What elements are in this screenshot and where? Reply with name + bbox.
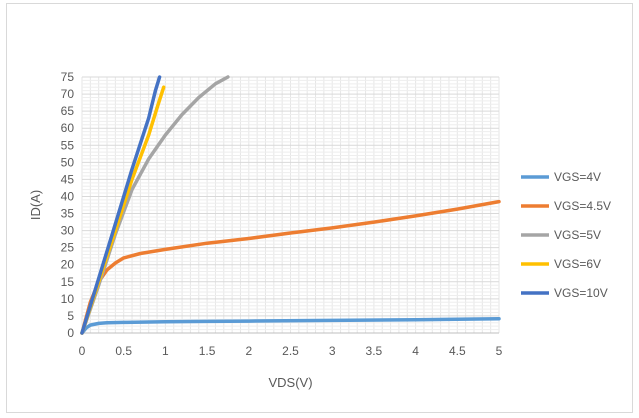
- y-tick-label: 15: [61, 275, 75, 289]
- y-tick-label: 65: [61, 104, 75, 118]
- x-tick-label: 1.5: [199, 344, 216, 358]
- x-tick-label: 2: [245, 344, 252, 358]
- y-tick-label: 35: [61, 207, 75, 221]
- chart-frame: [6, 3, 633, 413]
- legend-label: VGS=10V: [554, 286, 608, 300]
- x-tick-label: 4.5: [449, 344, 466, 358]
- legend-label: VGS=6V: [554, 257, 601, 271]
- y-tick-label: 20: [61, 258, 75, 272]
- y-tick-label: 50: [61, 155, 75, 169]
- x-tick-label: 4: [412, 344, 419, 358]
- plot-series: [80, 75, 501, 335]
- x-tick-label: 3: [329, 344, 336, 358]
- y-tick-label: 10: [61, 292, 75, 306]
- x-tick-label: 2.5: [282, 344, 299, 358]
- series-line-1: [80, 316, 501, 335]
- tick-labels: 0 0.5 1 1.5 2 2.5 3 3.5 4 4.5 50510152025303540455…: [61, 70, 503, 358]
- x-tick-label: 3.5: [366, 344, 383, 358]
- y-tick-label: 5: [67, 309, 74, 323]
- x-axis-title: VDS(V): [268, 375, 312, 390]
- y-tick-label: 55: [61, 138, 75, 152]
- x-tick-label: 1: [162, 344, 169, 358]
- y-tick-label: 75: [61, 70, 75, 84]
- y-tick-label: 30: [61, 224, 75, 238]
- x-tick-label: 0: [79, 344, 86, 358]
- y-axis-title: ID(A): [28, 190, 43, 220]
- legend: VGS=4V VGS=4.5V VGS=5V VGS=6V VGS=10V: [521, 170, 611, 300]
- y-tick-label: 25: [61, 241, 75, 255]
- legend-label: VGS=5V: [554, 228, 601, 242]
- y-tick-label: 60: [61, 121, 75, 135]
- y-tick-label: 0: [67, 326, 74, 340]
- x-tick-label: 5: [496, 344, 503, 358]
- y-tick-label: 70: [61, 87, 75, 101]
- gridlines: [81, 76, 500, 334]
- y-tick-label: 45: [61, 172, 75, 186]
- legend-label: VGS=4.5V: [554, 199, 611, 213]
- y-tick-label: 40: [61, 189, 75, 203]
- legend-label: VGS=4V: [554, 170, 601, 184]
- x-tick-label: 0.5: [115, 344, 132, 358]
- series-line-5: [80, 75, 162, 335]
